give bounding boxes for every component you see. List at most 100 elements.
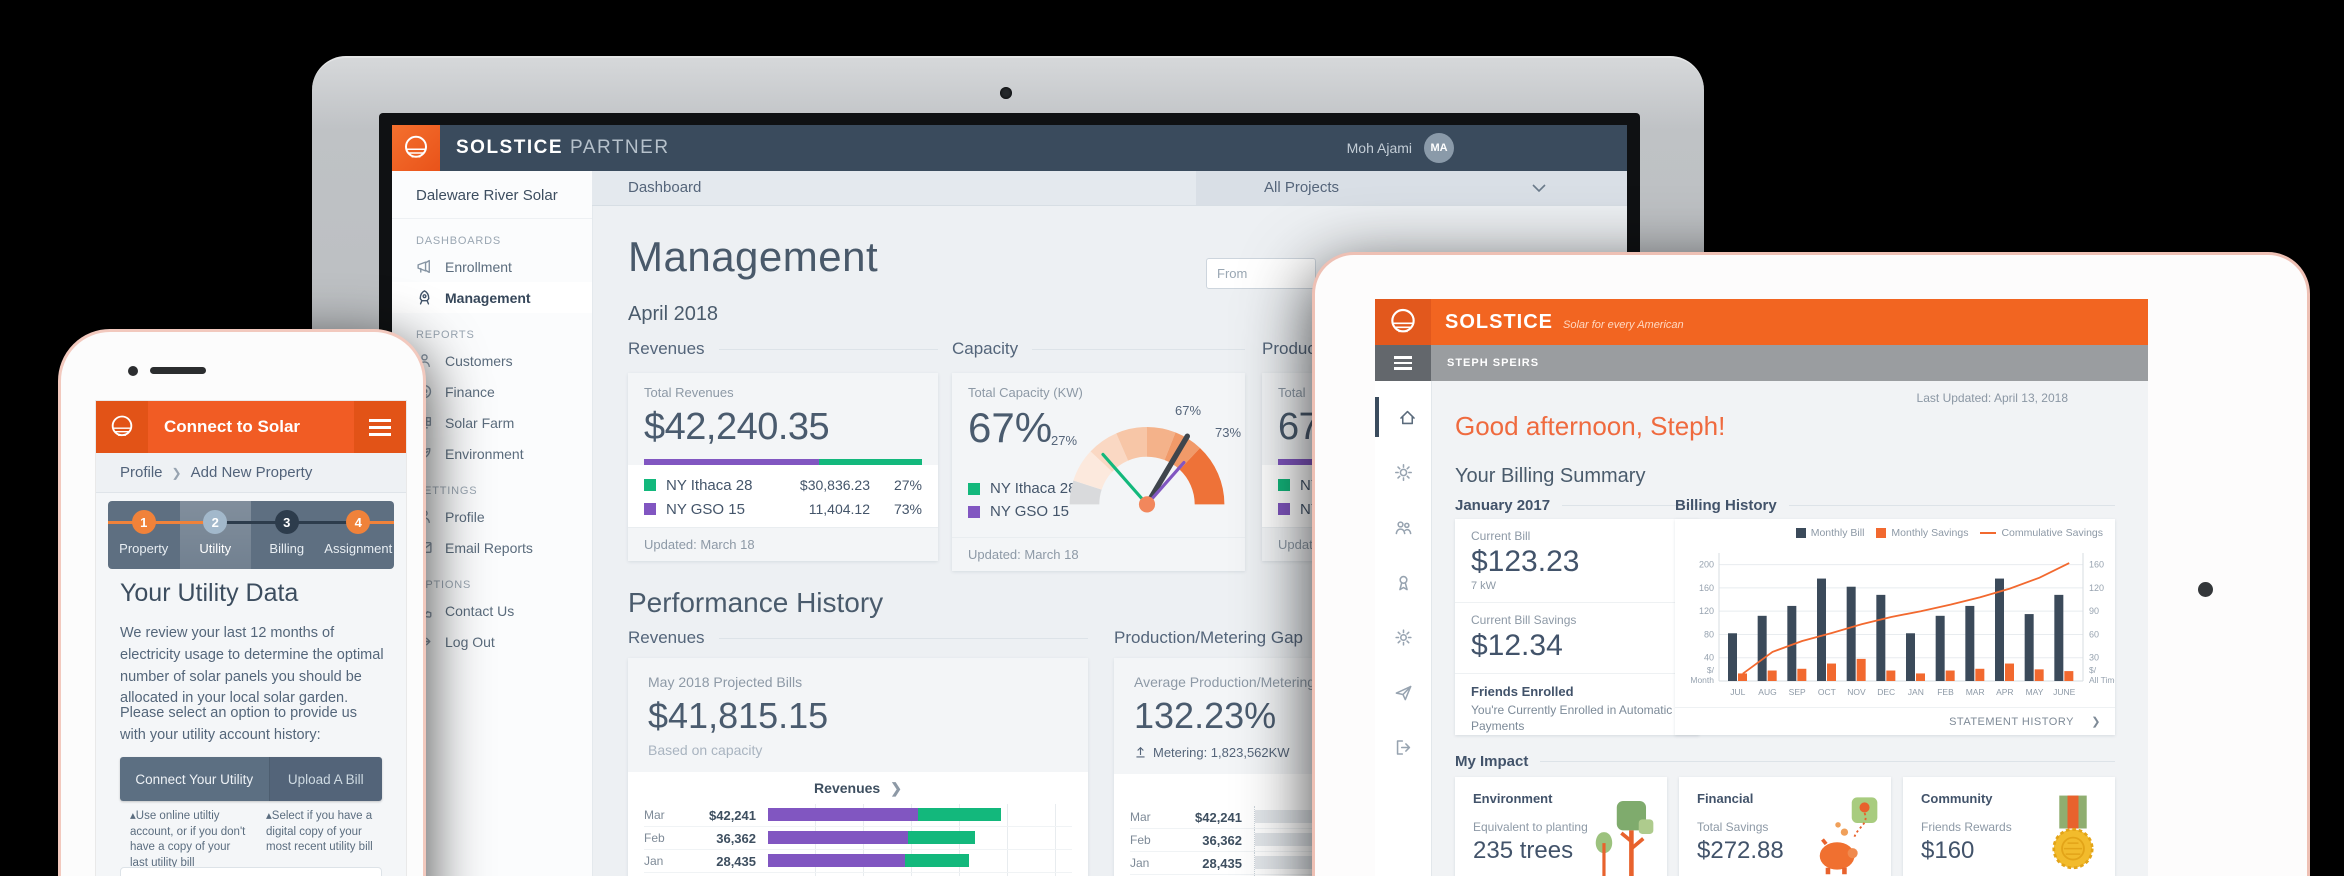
user-name[interactable]: Moh Ajami	[1346, 140, 1412, 156]
card-header: May 2018 Projected Bills $41,815.15 Base…	[628, 658, 1088, 772]
card-header: Total Capacity (KW) 67% NY Ithaca 28 NY G…	[952, 373, 1245, 537]
step-1-circle[interactable]: 1	[131, 510, 156, 534]
upload-a-bill-button[interactable]: Upload A Bill	[269, 757, 382, 801]
gauge-label-mid: 67%	[1175, 403, 1202, 418]
laptop-webcam	[1000, 87, 1012, 99]
medal-illustration	[2052, 795, 2094, 870]
solstice-logo[interactable]	[392, 125, 440, 171]
card-header: Total Revenues $42,240.35	[628, 373, 938, 465]
svg-text:$/: $/	[2089, 665, 2097, 675]
sidebar-item-label: Enrollment	[445, 258, 512, 275]
sidebar-item-label: Solar Farm	[445, 414, 515, 431]
impact-card-title: Environment	[1473, 791, 1553, 806]
period-label: April 2018	[628, 303, 719, 325]
sidebar-item-customers[interactable]: Customers	[392, 345, 592, 376]
step-3-label: Billing	[269, 541, 305, 556]
legend-item: Monthly Bill	[1795, 527, 1864, 539]
select-option-text: Please select an option to provide us wi…	[120, 705, 357, 743]
sidebar-item-label: Profile	[445, 508, 485, 525]
friends-enrolled-text: You're Currently Enrolled in Automatic P…	[1471, 703, 1673, 734]
connect-your-utility-button[interactable]: Connect Your Utility	[120, 757, 270, 801]
impact-card-financial: Financial Total Savings $272.88	[1679, 777, 1891, 876]
last-updated-label: Last Updated: April 13, 2018	[1916, 391, 2068, 405]
rail-sun-icon[interactable]	[1375, 452, 1431, 492]
rail-gear-icon[interactable]	[1375, 617, 1431, 657]
breadcrumb-root[interactable]: Profile	[120, 464, 163, 481]
tablet-camera	[2198, 582, 2213, 597]
stat-label: Total Revenues	[644, 385, 734, 400]
tablet-user-bar: STEPH SPEIRS	[1375, 345, 2148, 381]
people-icon	[1395, 520, 1411, 534]
friends-enrolled-label: Friends Enrolled	[1471, 684, 1574, 699]
revenues-bar-chart: Revenues ❯ Mar$42,241Feb36,362Jan28,435D…	[628, 772, 1088, 876]
svg-text:90: 90	[2089, 606, 2099, 616]
solstice-logo[interactable]	[96, 401, 148, 453]
impact-card-title: Financial	[1697, 791, 1754, 806]
date-from-input[interactable]	[1206, 258, 1316, 289]
svg-text:All Time: All Time	[2089, 675, 2115, 685]
current-bill-value: $123.23	[1471, 545, 1580, 578]
progress-stepper: 1 Property 2 Utility 3 Billing 4 Assignment	[108, 501, 394, 569]
hamburger-menu-icon[interactable]	[1375, 345, 1431, 381]
upload-icon[interactable]	[1134, 746, 1147, 759]
svg-text:160: 160	[2089, 560, 2104, 570]
piggy-bank-illustration	[1819, 797, 1878, 875]
trees-illustration	[1595, 801, 1654, 876]
utility-form-field[interactable]	[120, 867, 382, 876]
impact-card-value: $272.88	[1697, 837, 1784, 864]
svg-text:JUNE: JUNE	[2053, 687, 2076, 697]
home-icon	[1399, 410, 1415, 424]
sidebar-item-label: Email Reports	[445, 539, 533, 556]
impact-card-value: 235 trees	[1473, 837, 1574, 864]
current-bill-kw: 7 kW	[1471, 580, 1497, 592]
impact-card-subtitle: Friends Rewards	[1921, 820, 2012, 834]
chart-row: Dec37,234	[644, 873, 1072, 876]
stat-label: May 2018 Projected Bills	[648, 674, 803, 690]
avatar[interactable]: MA	[1424, 133, 1454, 163]
solstice-sun-icon	[405, 135, 427, 158]
org-name[interactable]: Daleware River Solar	[392, 171, 592, 219]
metering-gap-value: 132.23%	[1134, 695, 1277, 736]
svg-text:80: 80	[1704, 629, 1714, 639]
svg-text:AUG: AUG	[1758, 687, 1776, 697]
step-2-circle[interactable]: 2	[203, 510, 228, 534]
page-title: Management	[628, 233, 879, 280]
rail-people-icon[interactable]	[1375, 507, 1431, 547]
statement-history-link[interactable]: STATEMENT HISTORY ❯	[1949, 716, 2101, 728]
projected-bills-value: $41,815.15	[648, 695, 829, 736]
svg-text:JUL: JUL	[1730, 687, 1745, 697]
savings-value: $12.34	[1471, 629, 1563, 662]
project-filter-dropdown[interactable]: All Projects	[1196, 171, 1627, 205]
month-label: January 2017	[1455, 497, 1699, 514]
rail-paper-plane-icon[interactable]	[1375, 672, 1431, 712]
step-4-label: Assignment	[324, 541, 393, 556]
rail-logout-icon[interactable]	[1375, 727, 1431, 767]
user-name: STEPH SPEIRS	[1447, 357, 1540, 369]
rail-medal-icon[interactable]	[1375, 562, 1431, 602]
sidebar-item-management[interactable]: Management	[392, 282, 592, 313]
paper-plane-icon	[1395, 685, 1411, 700]
breadcrumb-bar: Dashboard All Projects	[592, 171, 1627, 206]
breadcrumb[interactable]: Dashboard	[628, 179, 702, 196]
impact-card-subtitle: Total Savings	[1697, 820, 1769, 834]
phone-breadcrumb[interactable]: Profile ❯ Add New Property	[96, 453, 406, 493]
chart-title[interactable]: Revenues ❯	[814, 779, 902, 797]
solstice-logo[interactable]	[1375, 299, 1431, 345]
step-3-circle[interactable]: 3	[274, 510, 299, 534]
legend-item: Monthly Savings	[1876, 527, 1968, 539]
sidebar-item-enrollment[interactable]: Enrollment	[392, 251, 592, 282]
rail-home-icon[interactable]	[1375, 397, 1435, 437]
friends-enrolled-section: Friends Enrolled You're Currently Enroll…	[1455, 674, 1699, 744]
impact-card-title: Community	[1921, 791, 1993, 806]
megaphone-icon	[417, 259, 430, 274]
chart-legend: Monthly Bill Monthly Savings Commulative S…	[1795, 527, 2103, 539]
svg-text:40: 40	[1704, 653, 1714, 663]
phone-camera	[128, 366, 138, 376]
legend-item: Commulative Savings	[1980, 527, 2103, 539]
step-4-circle[interactable]: 4	[346, 510, 371, 534]
sidebar-item-label: Environment	[445, 445, 524, 462]
total-capacity-value: 67%	[968, 404, 1053, 451]
hamburger-menu-icon[interactable]	[354, 401, 406, 453]
revenues-section-label: Revenues	[628, 339, 938, 359]
current-bill-label: Current Bill	[1471, 529, 1531, 543]
